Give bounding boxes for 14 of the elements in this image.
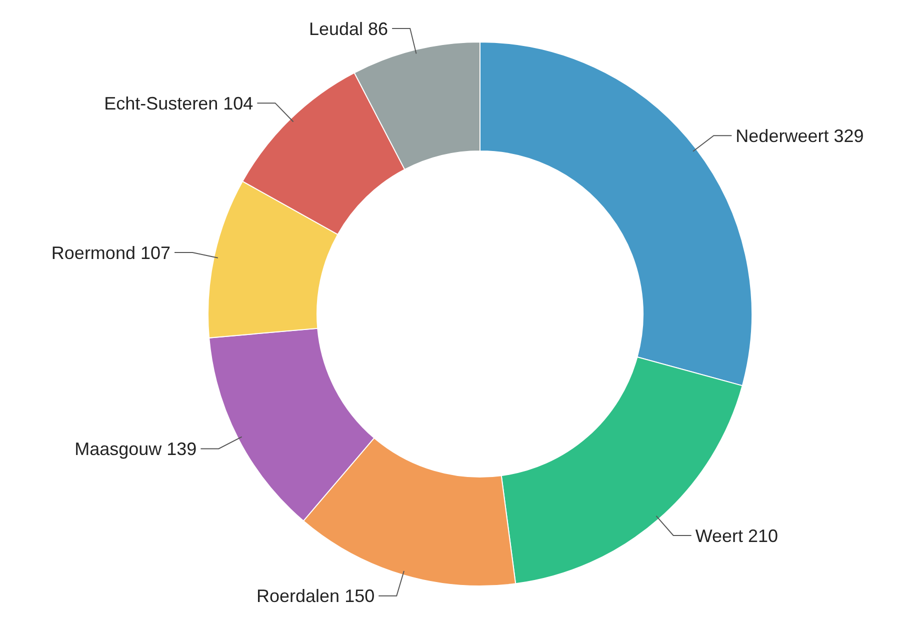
data-label: 107: [140, 242, 171, 263]
data-label: 139: [166, 439, 197, 460]
slice-label: Nederweert: [736, 126, 829, 146]
data-label: 86: [368, 18, 388, 39]
slice-label: Echt-Susteren: [104, 93, 218, 114]
slice-label: Leudal: [308, 18, 364, 39]
data-label: 150: [344, 586, 375, 606]
data-label: 329: [834, 126, 864, 146]
slice-label: Roerdalen: [256, 586, 340, 606]
slice-label: Roermond: [51, 242, 136, 263]
data-label: 210: [748, 526, 778, 546]
data-label: 104: [223, 93, 254, 114]
slice-label: Maasgouw: [74, 439, 163, 460]
slice-label: Weert: [695, 526, 744, 546]
